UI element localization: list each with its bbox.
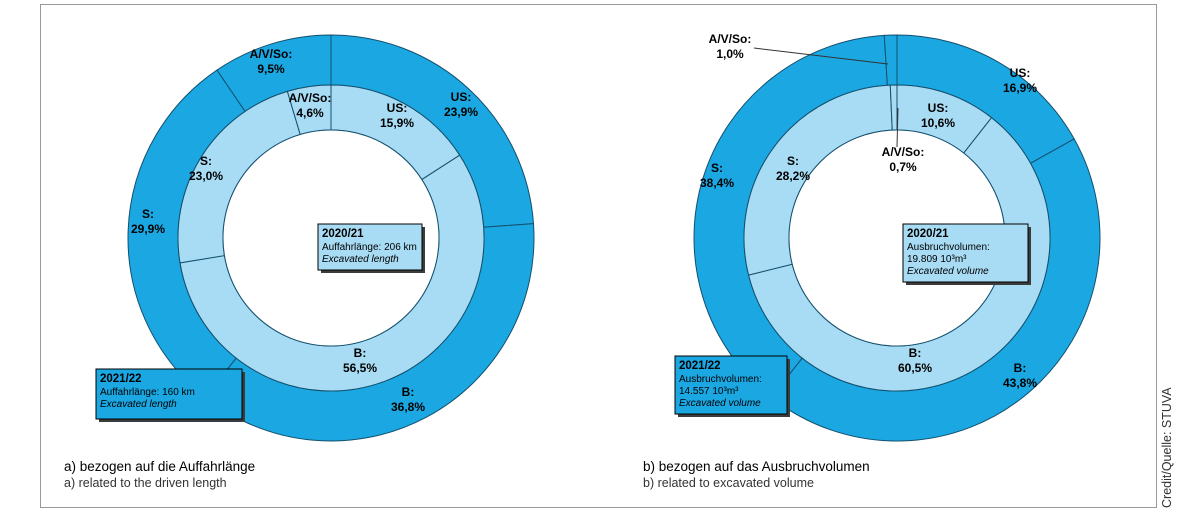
- outer-value-label-1-3: 1,0%: [716, 47, 744, 61]
- inner-box-line1-0: Auffahrlänge: 206 km: [322, 242, 417, 253]
- caption-b-en: b) related to excavated volume: [643, 476, 814, 490]
- inner-label-0-0: US:: [387, 101, 408, 115]
- outer-box-line1-0: Auffahrlänge: 160 km: [100, 387, 195, 398]
- inner-box-year-0: 2020/21: [322, 228, 364, 240]
- outer-box-line1b-1: 14.557 10³m³: [679, 386, 739, 397]
- credit-note: Credit/Quelle: STUVA: [1160, 387, 1174, 508]
- inner-box-line2-0: Excavated length: [322, 254, 399, 265]
- outer-label-1-3: A/V/So:: [709, 32, 752, 46]
- outer-box-line2-0: Excavated length: [100, 399, 177, 410]
- outer-value-label-0-2: 29,9%: [131, 222, 165, 236]
- outer-box-year-0: 2021/22: [100, 373, 142, 385]
- inner-value-label-0-0: 15,9%: [380, 116, 414, 130]
- outer-box-line1-1: Ausbruchvolumen:: [679, 374, 762, 385]
- inner-box-line1-1: Ausbruchvolumen:: [907, 242, 990, 253]
- outer-label-0-2: S:: [142, 207, 154, 221]
- inner-box-1: [902, 223, 1029, 283]
- outer-label-1-2: S:: [711, 161, 723, 175]
- outer-value-label-1-2: 38,4%: [700, 176, 734, 190]
- outer-label-0-3: A/V/So:: [250, 47, 293, 61]
- outer-box-1: [674, 355, 788, 415]
- outer-value-label-0-0: 23,9%: [444, 105, 478, 119]
- inner-box-line1b-1: 19.809 10³m³: [907, 254, 967, 265]
- outer-label-1-1: B:: [1014, 361, 1027, 375]
- inner-label-0-3: A/V/So:: [289, 91, 332, 105]
- outer-box-year-1: 2021/22: [679, 360, 721, 372]
- inner-label-1-3: A/V/So:: [882, 145, 925, 159]
- inner-label-1-2: S:: [787, 154, 799, 168]
- inner-box-year-1: 2020/21: [907, 228, 949, 240]
- outer-value-label-0-1: 36,8%: [391, 400, 425, 414]
- inner-value-label-0-1: 56,5%: [343, 361, 377, 375]
- leader-line-1-0: [753, 47, 889, 65]
- inner-box-line2-1: Excavated volume: [907, 266, 989, 277]
- outer-value-label-0-3: 9,5%: [257, 62, 285, 76]
- caption-b: b) bezogen auf das Ausbruchvolumen b) re…: [643, 458, 870, 492]
- inner-label-1-0: US:: [928, 101, 949, 115]
- inner-label-0-1: B:: [354, 346, 367, 360]
- outer-label-0-1: B:: [402, 385, 415, 399]
- inner-value-label-0-2: 23,0%: [189, 169, 223, 183]
- outer-box-0: [95, 368, 243, 420]
- outer-value-label-1-1: 43,8%: [1003, 376, 1037, 390]
- inner-box-0: [317, 223, 423, 271]
- outer-box-line2-1: Excavated volume: [679, 398, 761, 409]
- inner-value-label-0-3: 4,6%: [296, 106, 324, 120]
- outer-value-label-1-0: 16,9%: [1003, 81, 1037, 95]
- outer-label-0-0: US:: [451, 90, 472, 104]
- outer-label-1-0: US:: [1010, 66, 1031, 80]
- inner-value-label-1-0: 10,6%: [921, 116, 955, 130]
- inner-value-label-1-1: 60,5%: [898, 361, 932, 375]
- caption-a-de: a) bezogen auf die Auffahrlänge: [64, 459, 256, 474]
- caption-a: a) bezogen auf die Auffahrlänge a) relat…: [64, 458, 255, 492]
- caption-a-en: a) related to the driven length: [64, 476, 227, 490]
- inner-value-label-1-3: 0,7%: [889, 160, 917, 174]
- caption-b-de: b) bezogen auf das Ausbruchvolumen: [643, 459, 870, 474]
- inner-value-label-1-2: 28,2%: [776, 169, 810, 183]
- leader-line-1-1: [896, 107, 899, 148]
- inner-label-0-2: S:: [200, 154, 212, 168]
- inner-label-1-1: B:: [909, 346, 922, 360]
